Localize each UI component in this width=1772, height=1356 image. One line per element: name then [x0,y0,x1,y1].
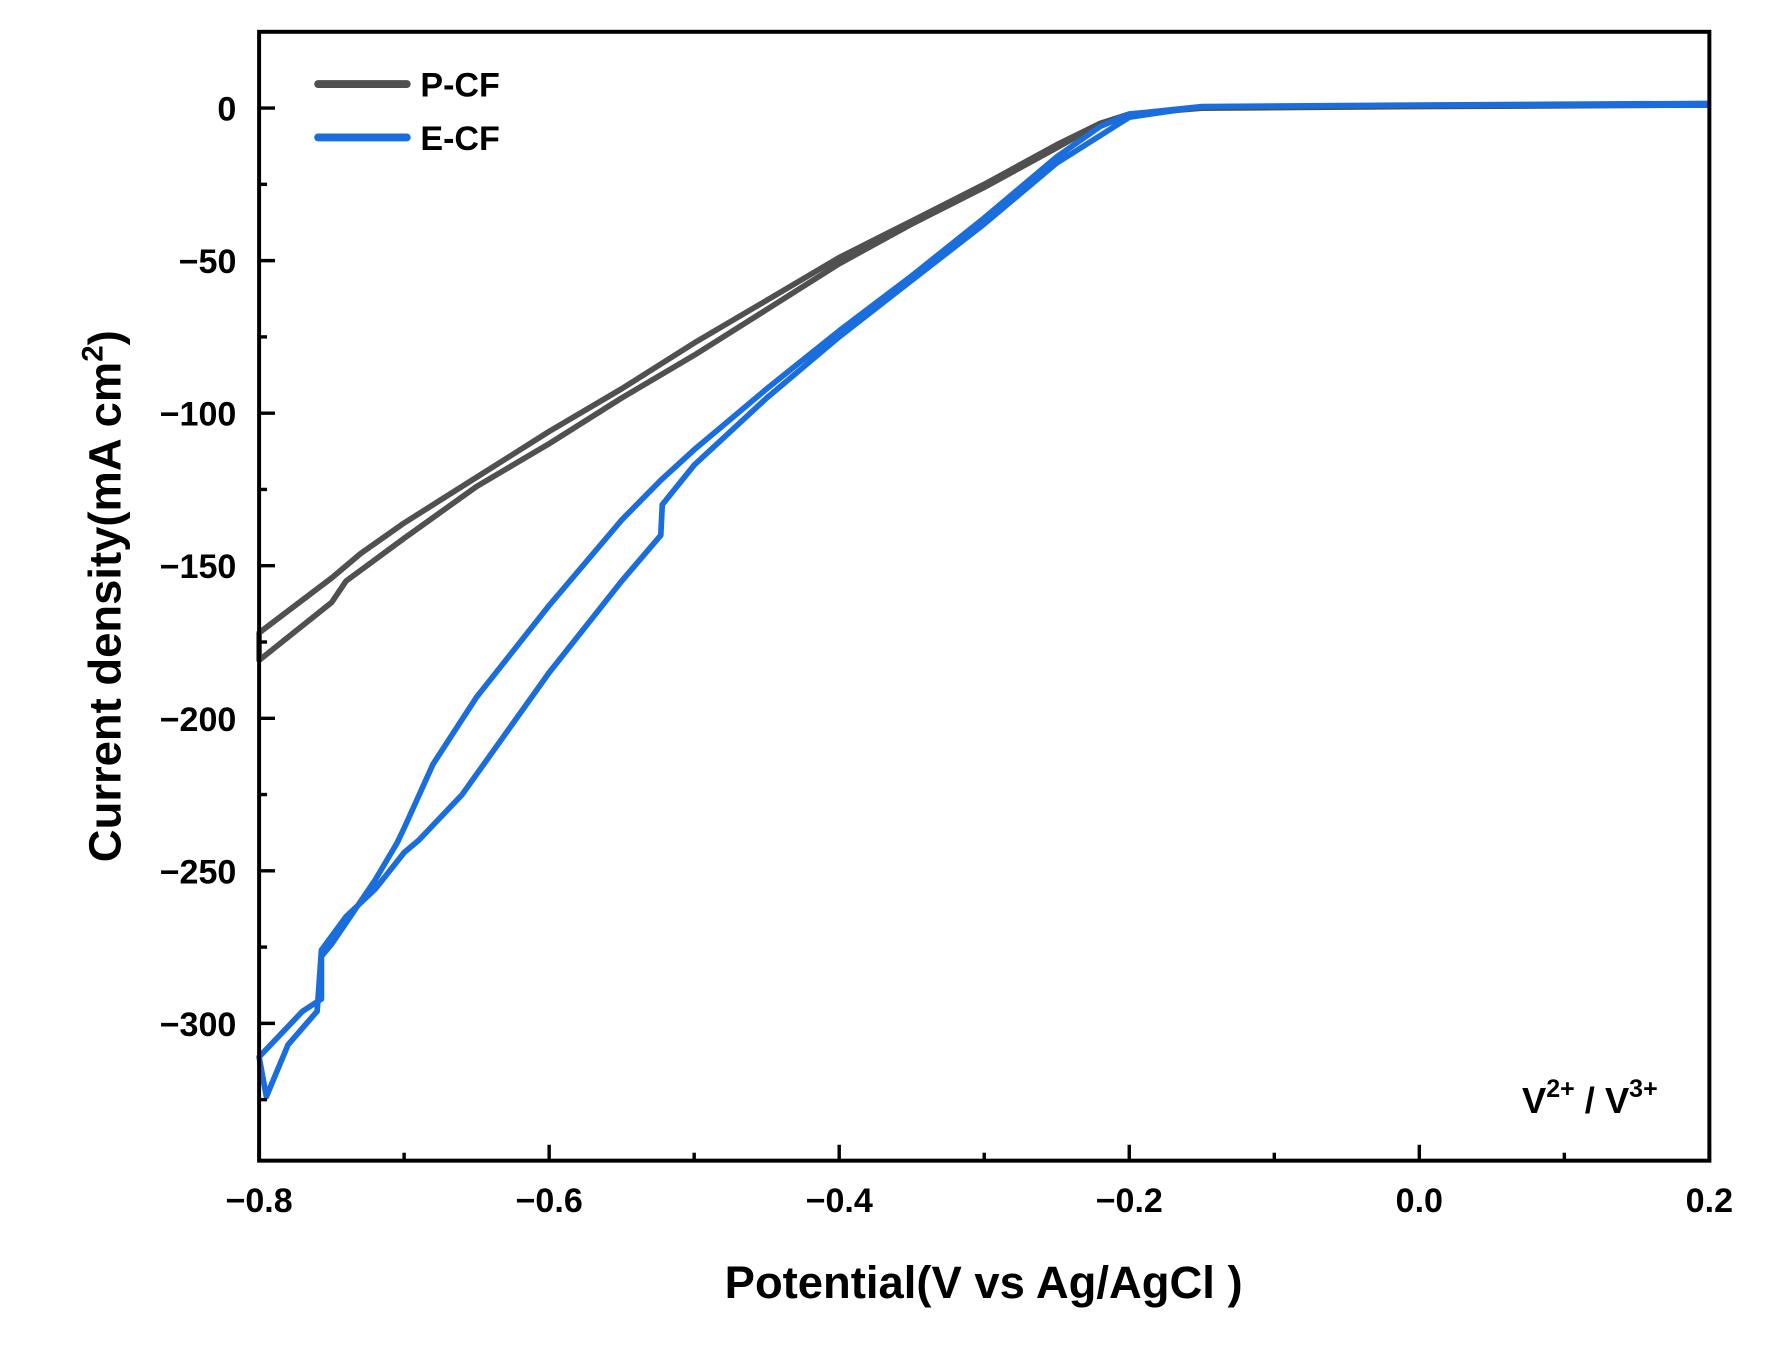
legend: P-CF E-CF [314,67,500,158]
x-tick-label: 0.2 [1686,1182,1733,1220]
x-axis: −0.8 −0.6 −0.4 −0.2 0.0 0.2 [225,1144,1733,1220]
x-tick-label: −0.4 [806,1182,873,1220]
y-tick-label: −300 [160,1006,237,1044]
series-line-p-cf [256,102,1710,664]
series-layer [256,100,1710,1100]
y-axis-title: Current density(mA cm2) [76,330,130,862]
x-tick-label: 0.0 [1396,1182,1443,1220]
y-tick-label: −250 [160,853,237,891]
x-tick-label: −0.2 [1096,1182,1163,1220]
redox-couple-annotation: V2+ / V3+ [1522,1075,1658,1121]
plot-frame [257,29,1712,1163]
x-tick-label: −0.6 [516,1182,583,1220]
y-tick-label: −50 [179,243,237,281]
series-line-e-cf [256,100,1710,1100]
legend-label-e-cf: E-CF [420,120,499,158]
x-axis-title: Potential(V vs Ag/AgCl ) [725,1257,1243,1308]
y-tick-label: 0 [217,91,236,129]
y-tick-label: −200 [160,701,237,739]
y-axis: 0 −50 −100 −150 −200 −250 −300 [160,91,276,1102]
x-tick-label: −0.8 [225,1182,292,1220]
y-tick-label: −100 [160,396,237,434]
legend-label-p-cf: P-CF [420,67,499,105]
y-tick-label: −150 [160,548,237,586]
